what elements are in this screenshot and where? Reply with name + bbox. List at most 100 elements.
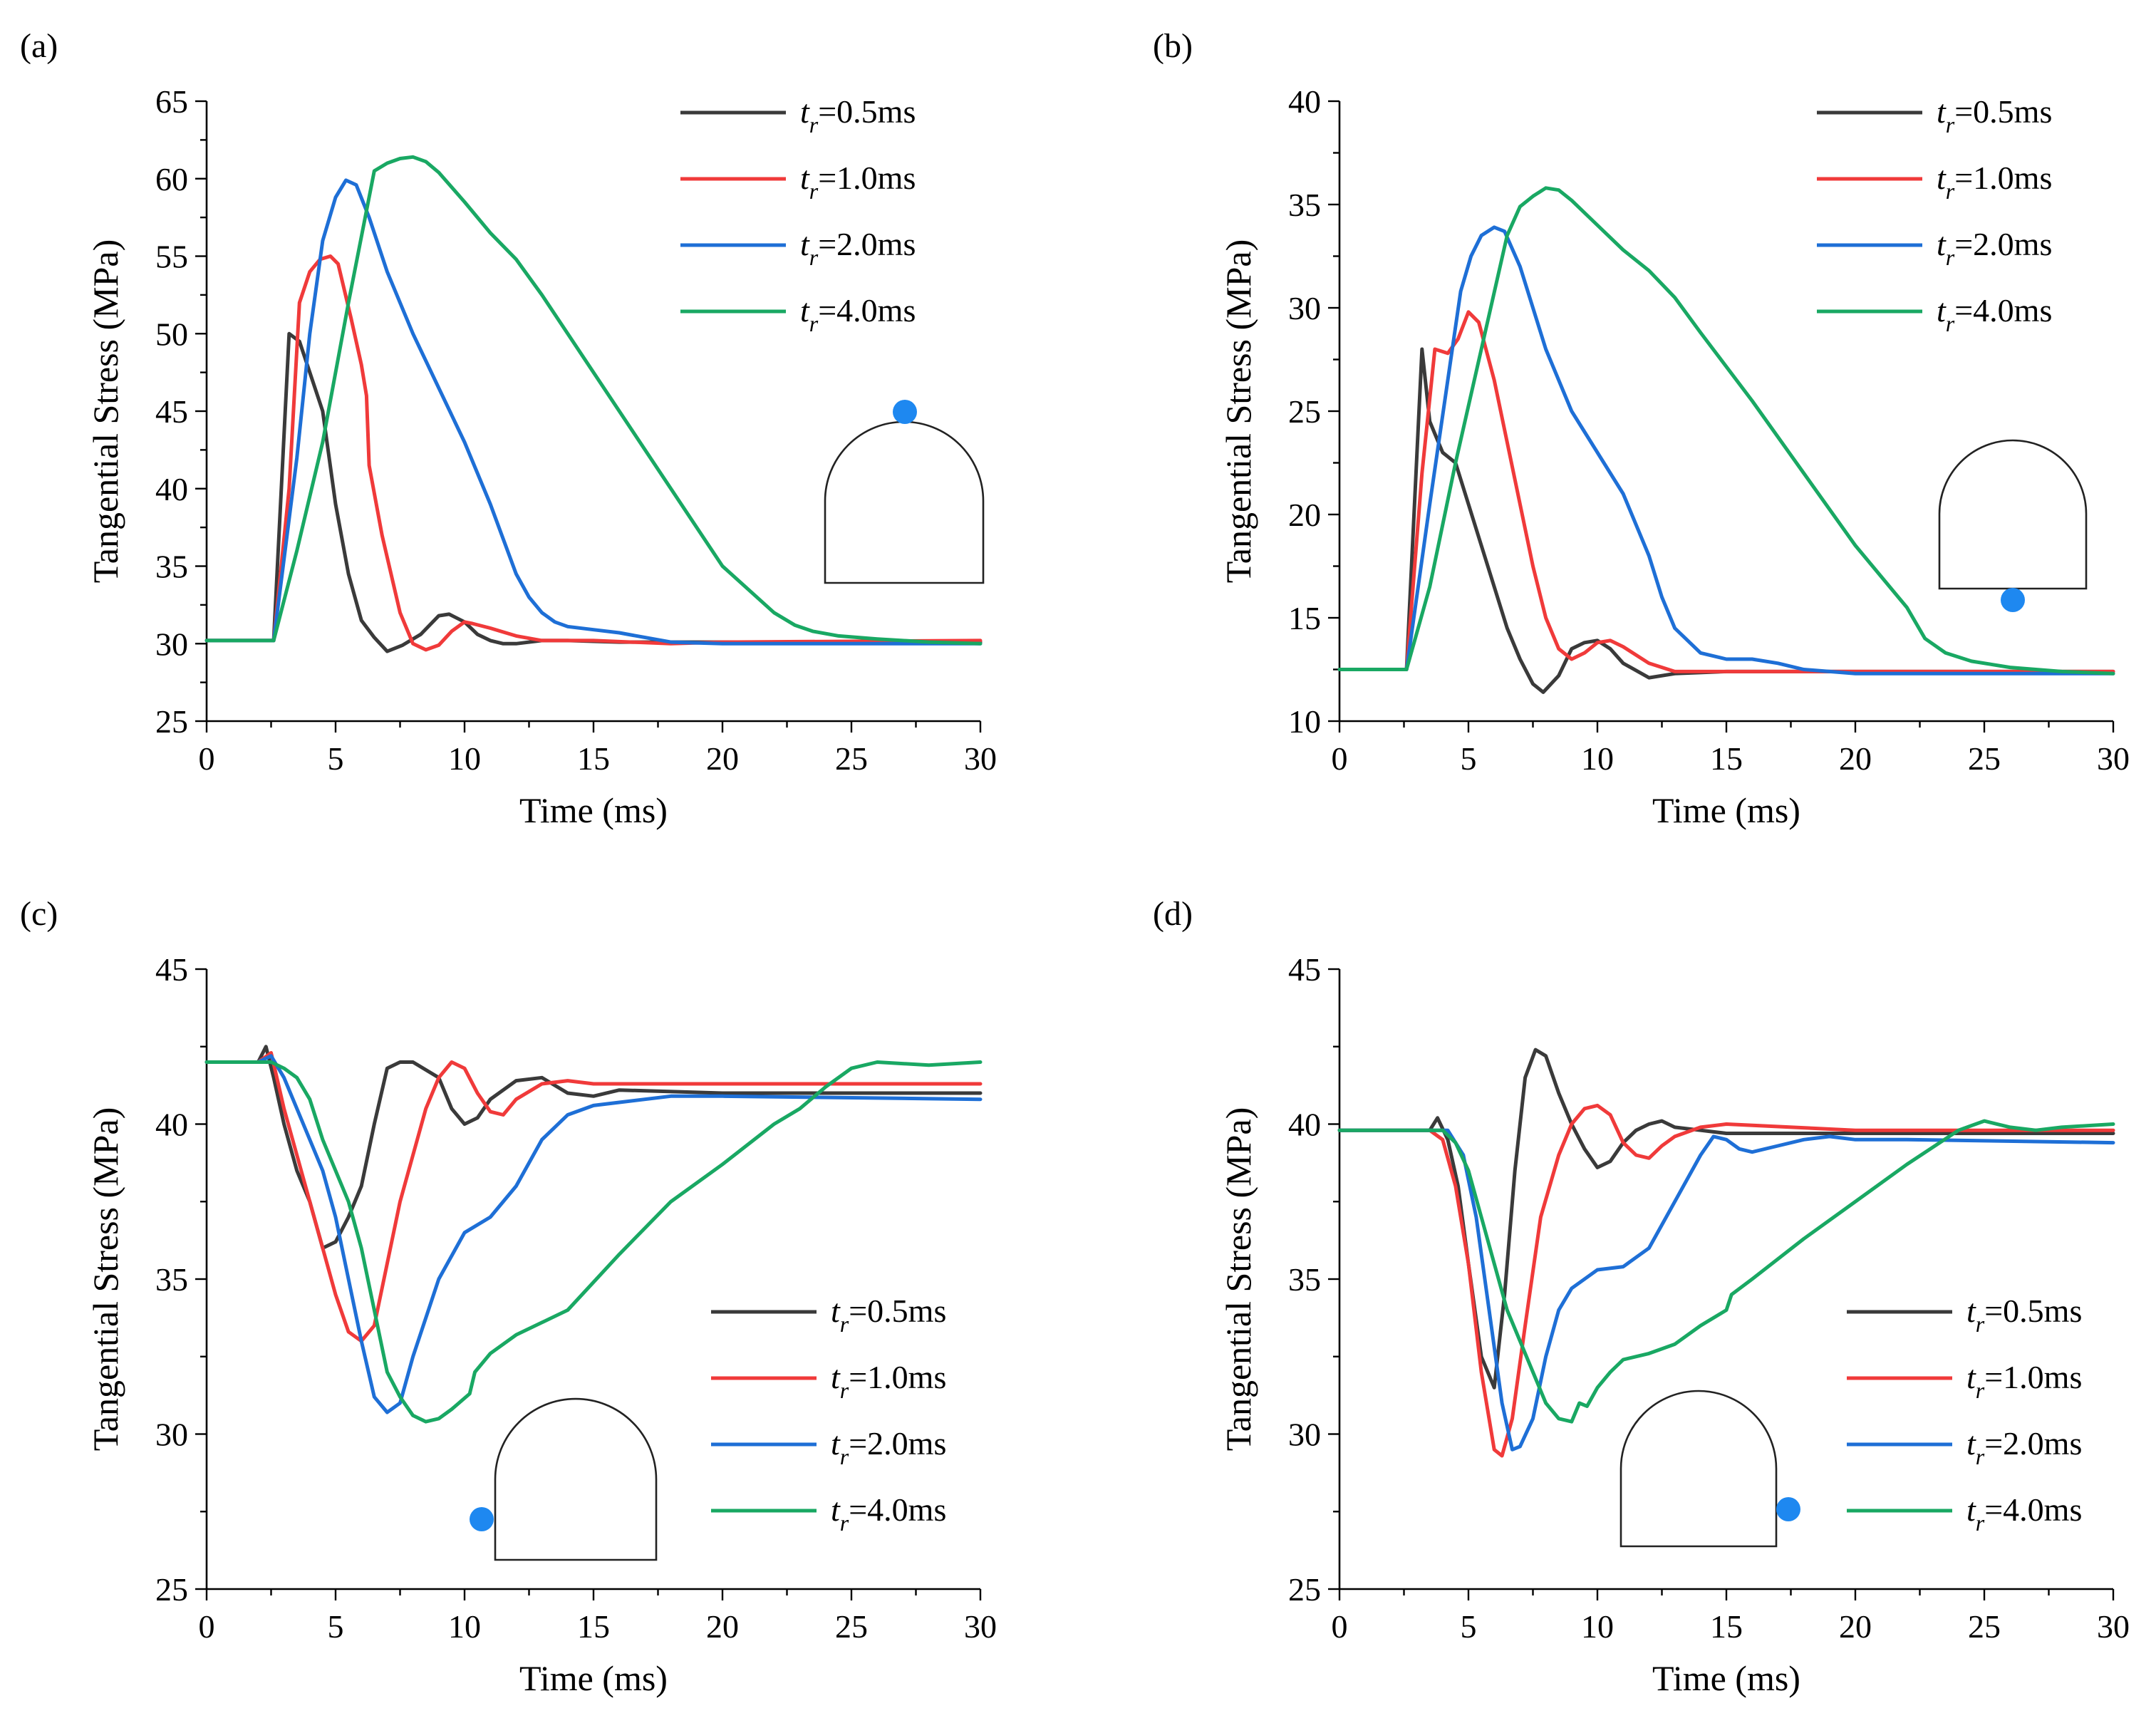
x-tick-label: 5 xyxy=(1461,740,1477,777)
x-tick-label: 10 xyxy=(1581,1608,1614,1645)
x-tick-label: 0 xyxy=(1332,740,1348,777)
x-axis-title: Time (ms) xyxy=(519,1658,668,1698)
series-line-tr-0-5ms xyxy=(1337,347,2115,694)
panel-b: (b) 0 5 10 15 20 25 30 10 15 20 25 30 35 40 Time (ms) Ta… xyxy=(1153,27,2130,830)
series-line-tr-1-0ms xyxy=(204,1051,983,1343)
x-tick-label: 10 xyxy=(448,740,481,777)
x-tick-label: 25 xyxy=(835,740,868,777)
series-line-tr-1-0ms xyxy=(1337,310,2115,673)
x-tick-label: 20 xyxy=(706,740,739,777)
x-tick-label: 20 xyxy=(1839,1608,1872,1645)
panel-label: (a) xyxy=(20,27,58,65)
x-tick-label: 0 xyxy=(199,1608,215,1645)
x-tick-label: 30 xyxy=(2097,1608,2130,1645)
legend-label: tr=1.0ms xyxy=(1937,160,2052,204)
panel-label: (b) xyxy=(1153,27,1193,65)
y-tick-label: 55 xyxy=(155,239,188,275)
x-axis-title: Time (ms) xyxy=(519,790,668,830)
y-axis-title: Tangential Stress (MPa) xyxy=(1218,1107,1258,1452)
x-tick-label: 30 xyxy=(2097,740,2130,777)
y-tick-label: 25 xyxy=(155,703,188,740)
x-tick-label: 0 xyxy=(199,740,215,777)
y-tick-label: 45 xyxy=(155,393,188,430)
x-tick-label: 15 xyxy=(1710,1608,1743,1645)
panel-label: (c) xyxy=(20,895,58,933)
x-tick-label: 15 xyxy=(577,740,610,777)
y-tick-label: 65 xyxy=(155,83,188,120)
y-tick-label: 30 xyxy=(1288,290,1321,326)
y-tick-label: 25 xyxy=(1288,393,1321,430)
y-tick-label: 35 xyxy=(155,1261,188,1298)
y-tick-label: 60 xyxy=(155,161,188,197)
x-tick-label: 25 xyxy=(1968,1608,2001,1645)
legend-label: tr=4.0ms xyxy=(831,1491,946,1536)
series-line-tr-0-5ms xyxy=(204,1045,983,1250)
legend-label: tr=4.0ms xyxy=(1937,292,2052,336)
x-tick-label: 20 xyxy=(706,1608,739,1645)
y-tick-label: 30 xyxy=(155,626,188,662)
series-line-tr-0-5ms xyxy=(1337,1047,2115,1390)
legend-label: tr=0.5ms xyxy=(800,93,916,138)
tunnel-inset xyxy=(1938,439,2088,590)
series-line-tr-2-0ms xyxy=(204,1054,983,1414)
x-tick-label: 5 xyxy=(328,1608,344,1645)
x-tick-label: 0 xyxy=(1332,1608,1348,1645)
series-line-tr-2-0ms xyxy=(1337,225,2115,676)
legend-label: tr=0.5ms xyxy=(831,1293,946,1337)
x-axis-title: Time (ms) xyxy=(1652,1658,1800,1698)
legend-label: tr=1.0ms xyxy=(1966,1359,2082,1403)
x-tick-label: 10 xyxy=(448,1608,481,1645)
y-axis-title: Tangential Stress (MPa) xyxy=(85,239,125,584)
legend-label: tr=4.0ms xyxy=(1966,1491,2082,1536)
tunnel-inset xyxy=(1619,1390,1778,1548)
x-tick-label: 5 xyxy=(1461,1608,1477,1645)
legend-label: tr=1.0ms xyxy=(831,1359,946,1403)
x-tick-label: 5 xyxy=(328,740,344,777)
y-axis-title: Tangential Stress (MPa) xyxy=(85,1107,125,1452)
y-tick-label: 40 xyxy=(155,471,188,507)
y-tick-label: 30 xyxy=(1288,1417,1321,1453)
monitor-point-marker xyxy=(893,400,917,424)
legend-label: tr=1.0ms xyxy=(800,160,916,204)
tunnel-inset xyxy=(494,1397,658,1561)
panel-c: (c) 0 5 10 15 20 25 30 25 30 35 40 45 Time (ms) Tangen… xyxy=(20,895,997,1698)
y-tick-label: 45 xyxy=(155,951,188,988)
x-tick-label: 30 xyxy=(964,1608,997,1645)
x-axis-title: Time (ms) xyxy=(1652,790,1800,830)
y-tick-label: 35 xyxy=(155,549,188,585)
legend-label: tr=4.0ms xyxy=(800,292,916,336)
y-tick-label: 50 xyxy=(155,316,188,352)
monitor-point-marker xyxy=(470,1507,494,1531)
series-line-tr-1-0ms xyxy=(204,254,983,652)
panel-a: (a) 0 5 10 15 20 25 30 25 30 35 40 45 50 55 60 65 Time (m… xyxy=(20,27,997,830)
y-tick-label: 30 xyxy=(155,1417,188,1453)
monitor-point-marker xyxy=(1776,1497,1800,1521)
series-line-tr-2-0ms xyxy=(204,178,983,646)
legend-label: tr=2.0ms xyxy=(1937,226,2052,270)
series-line-tr-4-0ms xyxy=(1337,1119,2115,1424)
y-tick-label: 20 xyxy=(1288,497,1321,533)
series-line-tr-4-0ms xyxy=(204,155,983,646)
y-tick-label: 40 xyxy=(1288,83,1321,120)
y-tick-label: 25 xyxy=(155,1571,188,1608)
series-line-tr-0-5ms xyxy=(204,331,983,653)
y-axis-title: Tangential Stress (MPa) xyxy=(1218,239,1258,584)
legend-label: tr=0.5ms xyxy=(1937,93,2052,138)
series-line-tr-4-0ms xyxy=(204,1060,983,1424)
x-tick-label: 20 xyxy=(1839,740,1872,777)
x-tick-label: 10 xyxy=(1581,740,1614,777)
y-tick-label: 40 xyxy=(155,1107,188,1143)
y-tick-label: 35 xyxy=(1288,1261,1321,1298)
tunnel-inset xyxy=(824,420,985,584)
x-tick-label: 30 xyxy=(964,740,997,777)
series-line-tr-1-0ms xyxy=(1337,1103,2115,1458)
x-tick-label: 25 xyxy=(1968,740,2001,777)
y-tick-label: 35 xyxy=(1288,187,1321,223)
series-line-tr-2-0ms xyxy=(1337,1128,2115,1452)
y-tick-label: 45 xyxy=(1288,951,1321,988)
x-tick-label: 15 xyxy=(1710,740,1743,777)
monitor-point-marker xyxy=(2001,588,2025,612)
series-line-tr-4-0ms xyxy=(1337,186,2115,676)
x-tick-label: 15 xyxy=(577,1608,610,1645)
